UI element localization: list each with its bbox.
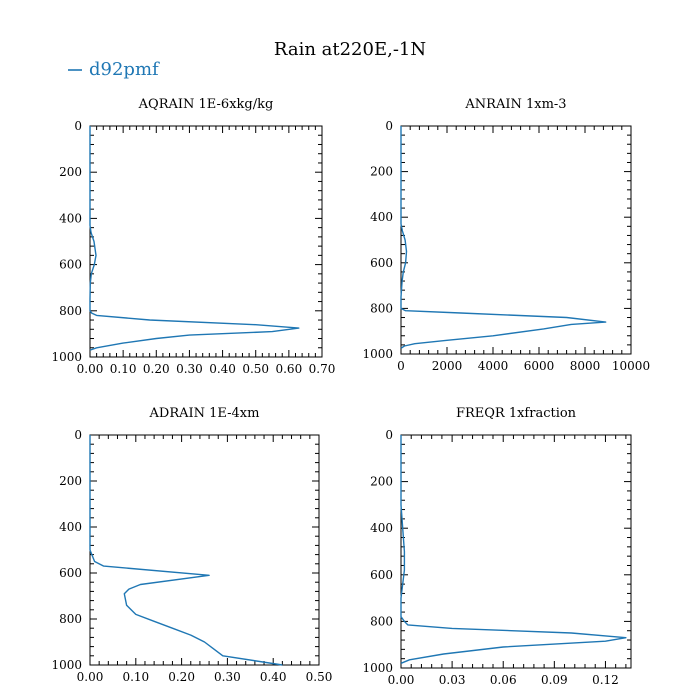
x-tick-label: 0.00 bbox=[77, 670, 104, 684]
plot-frame bbox=[89, 125, 323, 358]
x-tick-label: 0.10 bbox=[122, 670, 149, 684]
plot-frame bbox=[400, 125, 632, 355]
y-tick-label: 600 bbox=[59, 566, 82, 580]
legend-label: d92pmf bbox=[89, 59, 160, 80]
chart-panel-1: AQRAIN 1E-6xkg/kg 0 200 400 600 800 10000.00 0.… bbox=[51, 97, 335, 376]
panel-title: ADRAIN 1E-4xm bbox=[149, 406, 260, 421]
y-tick-label: 1000 bbox=[51, 658, 82, 672]
y-tick-label: 0 bbox=[74, 428, 82, 442]
x-tick-label: 0.00 bbox=[388, 673, 415, 687]
y-tick-label: 600 bbox=[59, 258, 82, 272]
figure-title: Rain at220E,-1N bbox=[274, 39, 426, 60]
x-tick-label: 0.30 bbox=[176, 362, 203, 376]
x-tick-label: 0.50 bbox=[242, 362, 269, 376]
x-tick-label: 8000 bbox=[570, 359, 601, 373]
x-tick-label: 0.20 bbox=[168, 670, 195, 684]
y-tick-label: 400 bbox=[370, 521, 393, 535]
x-tick-label: 0.03 bbox=[439, 673, 466, 687]
panel-title: ANRAIN 1xm-3 bbox=[464, 97, 566, 112]
y-tick-label: 0 bbox=[385, 428, 393, 442]
plot-frame bbox=[400, 434, 632, 669]
series-line-d92pmf bbox=[89, 126, 300, 351]
y-tick-label: 1000 bbox=[362, 661, 393, 675]
y-tick-label: 800 bbox=[59, 612, 82, 626]
y-tick-label: 600 bbox=[370, 568, 393, 582]
x-tick-label: 0.06 bbox=[490, 673, 517, 687]
y-tick-label: 400 bbox=[59, 211, 82, 225]
y-tick-label: 400 bbox=[370, 210, 393, 224]
x-tick-label: 0.09 bbox=[541, 673, 568, 687]
y-tick-label: 200 bbox=[59, 474, 82, 488]
series-line-d92pmf bbox=[89, 435, 283, 666]
x-tick-label: 10000 bbox=[612, 359, 650, 373]
x-tick-label: 6000 bbox=[524, 359, 555, 373]
y-tick-label: 200 bbox=[370, 165, 393, 179]
y-tick-label: 200 bbox=[59, 165, 82, 179]
x-tick-label: 0.40 bbox=[209, 362, 236, 376]
panel-title: AQRAIN 1E-6xkg/kg bbox=[138, 97, 274, 112]
plot-frame bbox=[89, 434, 320, 666]
y-tick-label: 0 bbox=[74, 119, 82, 133]
y-tick-label: 800 bbox=[59, 304, 82, 318]
y-tick-label: 0 bbox=[385, 119, 393, 133]
x-tick-label: 0.40 bbox=[260, 670, 287, 684]
series-line-d92pmf bbox=[400, 126, 607, 349]
x-tick-label: 0.20 bbox=[143, 362, 170, 376]
x-tick-label: 2000 bbox=[432, 359, 463, 373]
y-tick-label: 1000 bbox=[362, 347, 393, 361]
x-tick-label: 0.50 bbox=[306, 670, 333, 684]
y-tick-label: 1000 bbox=[51, 350, 82, 364]
y-tick-label: 800 bbox=[370, 301, 393, 315]
series-line-d92pmf bbox=[400, 435, 627, 664]
x-tick-label: 0.00 bbox=[77, 362, 104, 376]
y-tick-label: 800 bbox=[370, 614, 393, 628]
y-tick-label: 200 bbox=[370, 475, 393, 489]
y-tick-label: 600 bbox=[370, 256, 393, 270]
y-tick-label: 400 bbox=[59, 520, 82, 534]
x-tick-label: 0.60 bbox=[275, 362, 302, 376]
panel-title: FREQR 1xfraction bbox=[456, 406, 577, 421]
x-tick-label: 0.10 bbox=[110, 362, 137, 376]
chart-panel-3: ADRAIN 1E-4xm 0 200 400 600 800 10000.00 0.10 0.… bbox=[51, 406, 332, 684]
x-tick-label: 0.70 bbox=[309, 362, 336, 376]
x-tick-label: 0.12 bbox=[592, 673, 619, 687]
x-tick-label: 4000 bbox=[478, 359, 509, 373]
chart-panel-4: FREQR 1xfraction 0 200 400 600 800 10000.00 0.0… bbox=[362, 406, 632, 687]
x-tick-label: 0.30 bbox=[214, 670, 241, 684]
x-tick-label: 0 bbox=[397, 359, 405, 373]
